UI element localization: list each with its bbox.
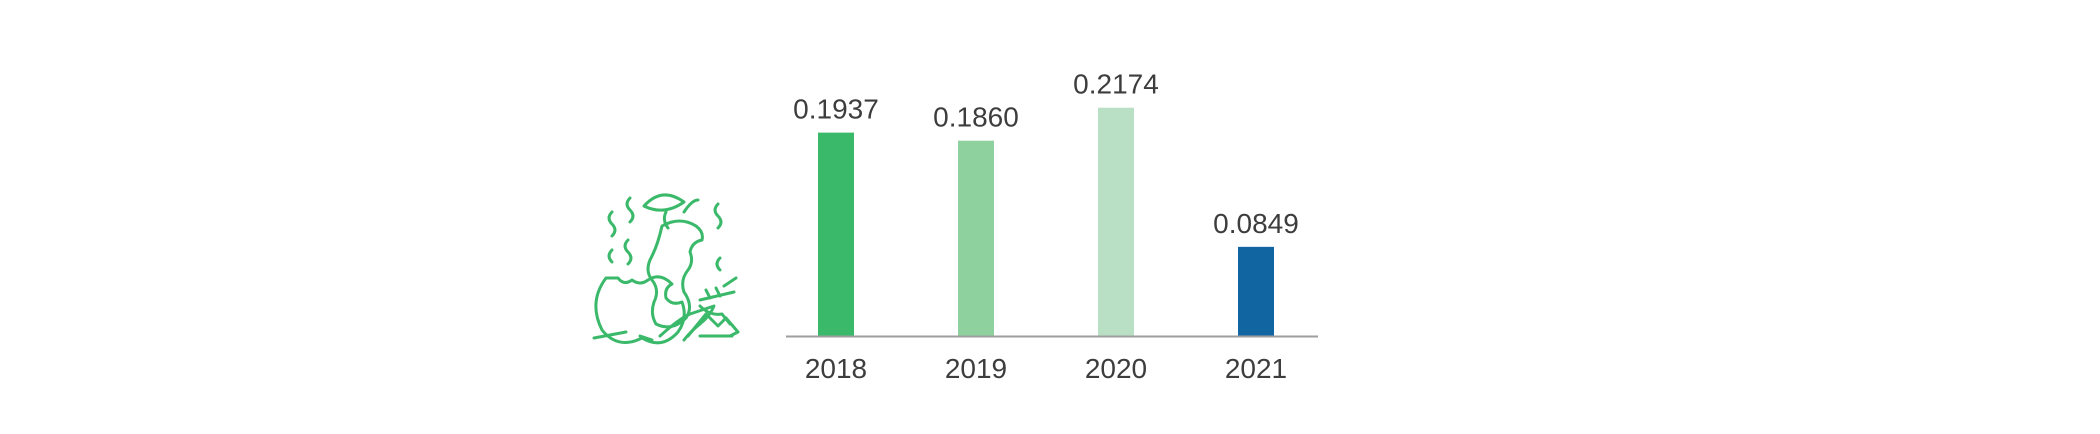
x-tick-label-2020: 2020 <box>1085 353 1147 384</box>
stink-wave-icon <box>623 238 633 266</box>
x-tick-label-2021: 2021 <box>1225 353 1287 384</box>
bar-2021 <box>1238 246 1274 336</box>
stink-wave-icon <box>607 248 614 264</box>
stink-wave-icon <box>625 196 635 224</box>
stink-wave-icon <box>713 202 723 230</box>
rotten-apple-food-waste-icon <box>592 193 740 345</box>
x-tick-labels-group: 2018 2019 2020 2021 <box>805 353 1287 384</box>
stink-wave-icon <box>715 256 722 272</box>
bar-2019 <box>958 140 994 336</box>
value-label-2018: 0.1937 <box>793 94 879 125</box>
x-tick-label-2019: 2019 <box>945 353 1007 384</box>
leaf-icon <box>642 193 686 212</box>
value-label-2020: 0.2174 <box>1073 69 1159 100</box>
bitten-apple-icon <box>594 275 686 345</box>
value-labels-group: 0.1937 0.1860 0.2174 0.0849 <box>793 69 1299 239</box>
bar-2018 <box>818 132 854 336</box>
x-tick-label-2018: 2018 <box>805 353 867 384</box>
waste-pile-icon <box>686 312 740 338</box>
value-label-2021: 0.0849 <box>1213 208 1299 239</box>
fish-bone-icon <box>698 276 738 302</box>
ground-line <box>592 330 734 342</box>
bar-2020 <box>1098 107 1134 336</box>
stink-wave-icon <box>607 210 617 238</box>
value-label-2019: 0.1860 <box>933 102 1019 133</box>
bars-group <box>818 107 1274 336</box>
